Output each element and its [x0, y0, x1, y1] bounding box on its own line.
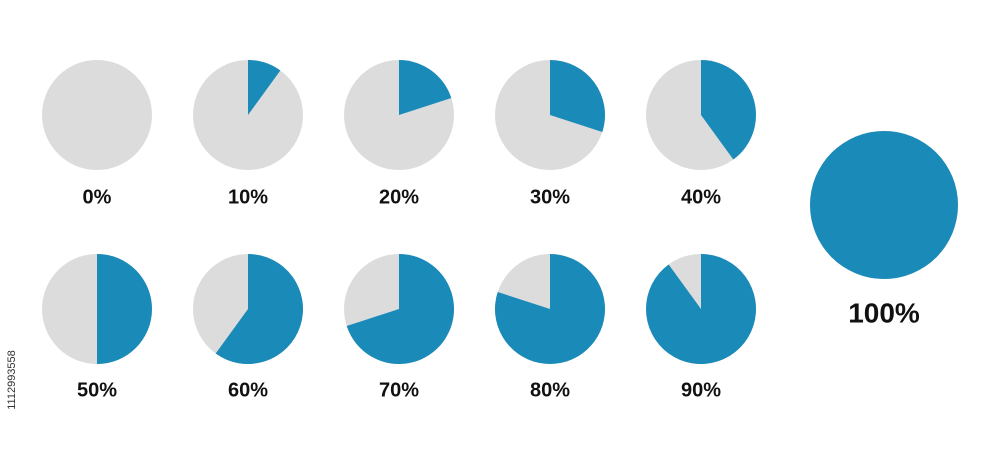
value-label: 30% [530, 186, 570, 208]
value-label: 90% [681, 379, 721, 401]
value-label: 10% [228, 186, 268, 208]
pie-slice [550, 60, 605, 132]
pie-slice [399, 60, 452, 115]
value-label: 40% [681, 186, 721, 208]
pie-slice [97, 254, 152, 364]
pie-slice [810, 131, 958, 279]
pie-slice [215, 254, 303, 364]
pie-slice [346, 254, 454, 364]
value-label: 0% [83, 186, 112, 208]
pie-slice [248, 60, 281, 115]
pie-slice [701, 60, 756, 160]
pie-slice [645, 254, 756, 364]
value-label: 60% [228, 379, 268, 401]
pie-slice [495, 254, 606, 364]
value-label: 80% [530, 379, 570, 401]
image-id: 1112993558 [6, 350, 18, 410]
value-label: 70% [379, 379, 419, 401]
value-label: 100% [848, 297, 920, 328]
value-label: 20% [379, 186, 419, 208]
pie-track [42, 60, 152, 170]
value-label: 50% [77, 379, 117, 401]
